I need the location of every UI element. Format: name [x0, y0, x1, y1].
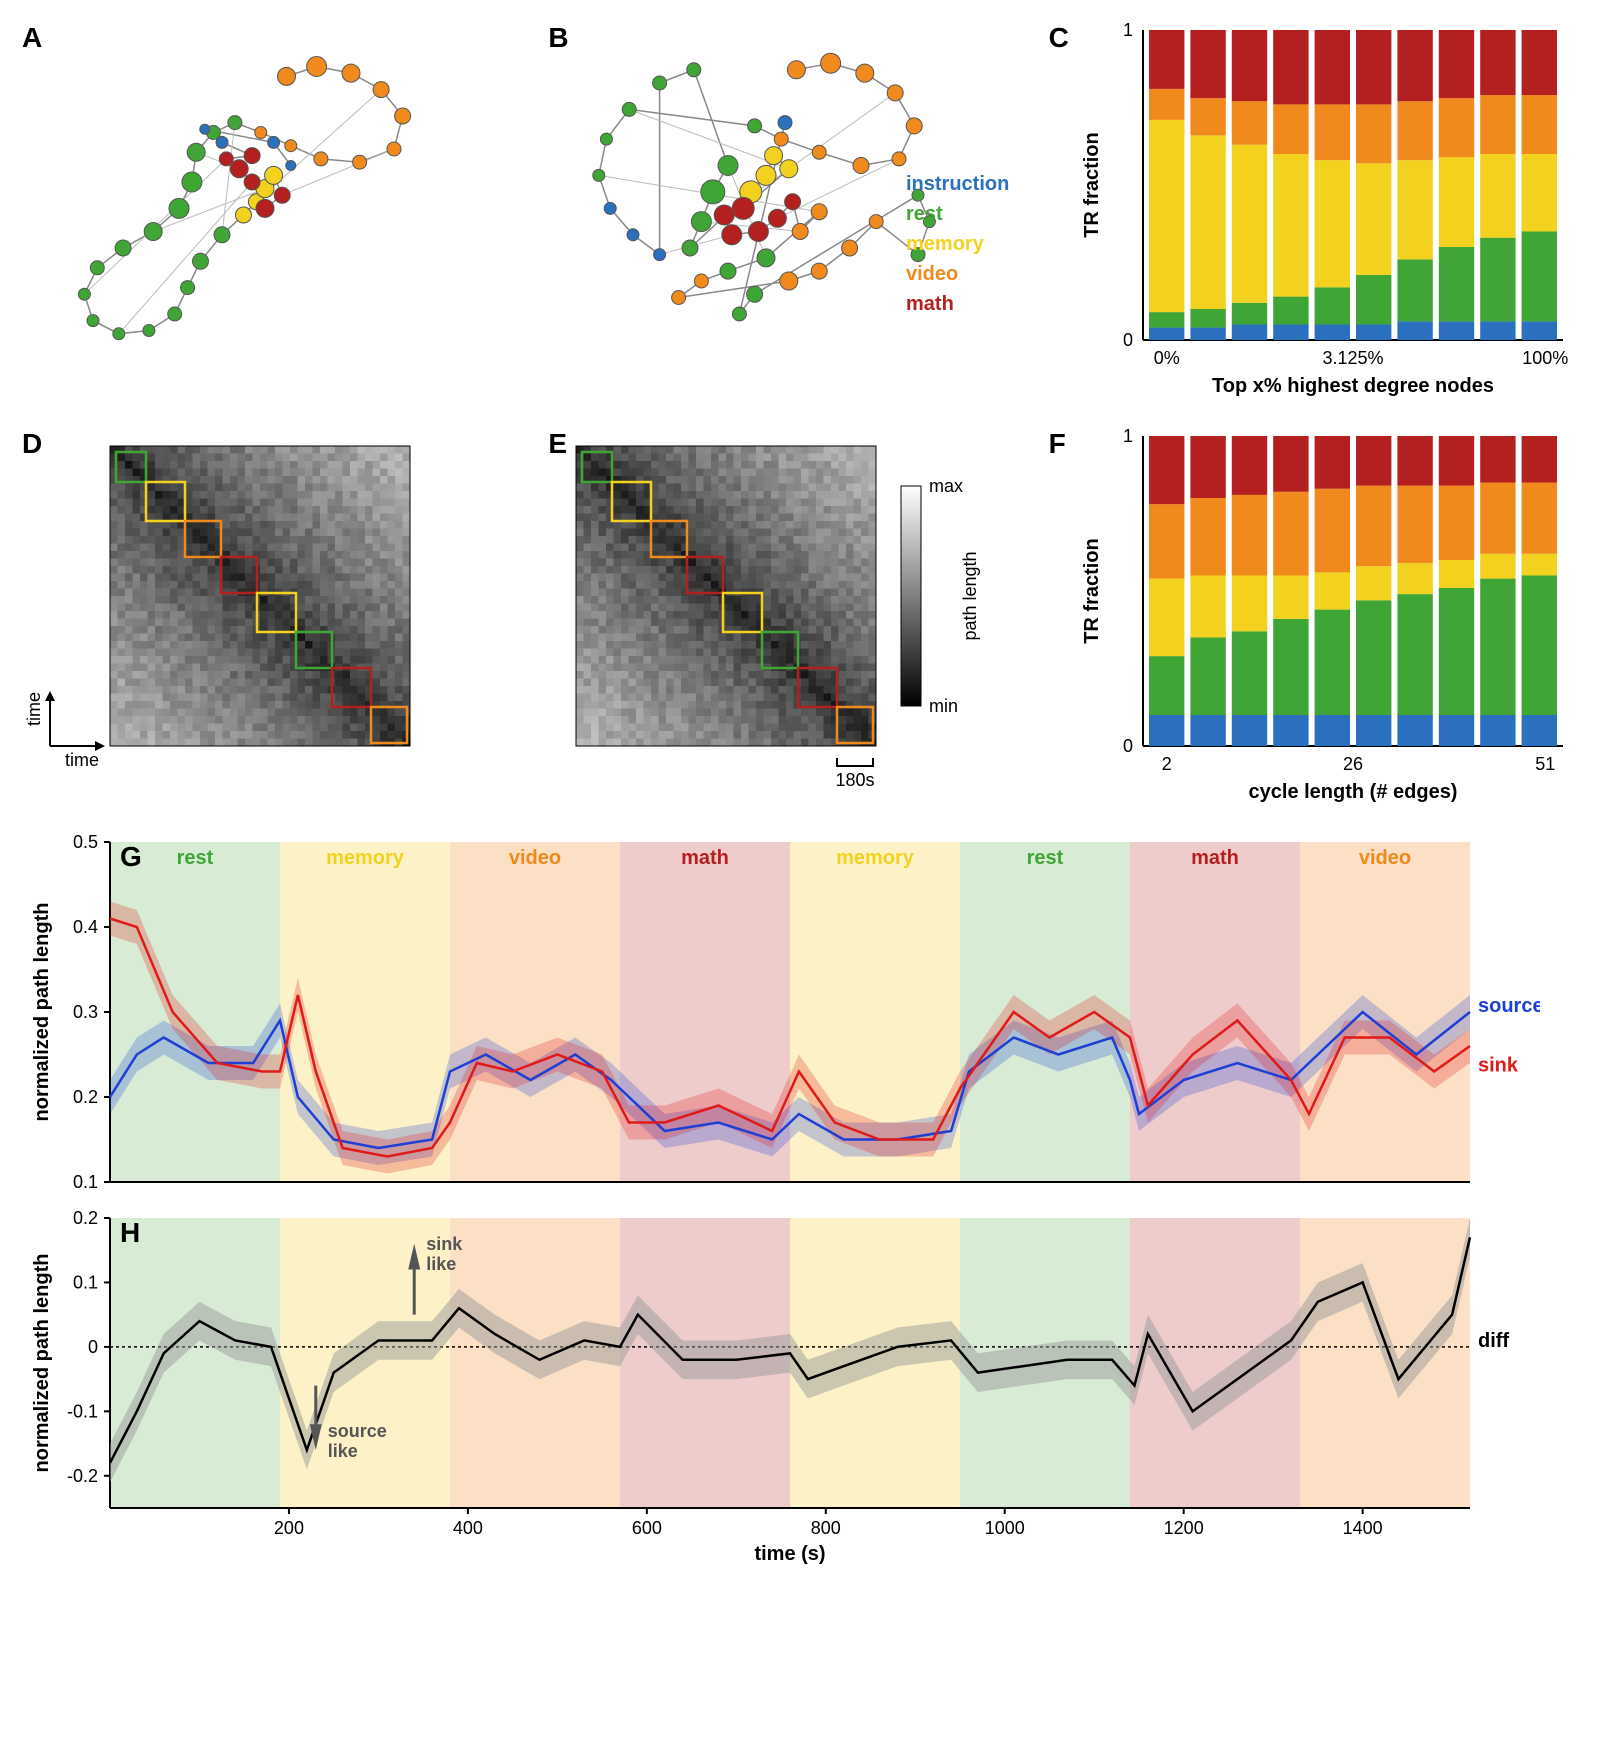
svg-text:memory: memory	[836, 847, 915, 869]
svg-text:normalized path length: normalized path length	[31, 1254, 53, 1473]
svg-text:0.1: 0.1	[73, 1172, 98, 1192]
svg-text:800: 800	[811, 1518, 841, 1538]
svg-text:rest: rest	[1027, 847, 1064, 869]
svg-text:sink: sink	[426, 1234, 463, 1254]
panel-b: B instruction rest memory video math	[546, 20, 1056, 410]
panel-e: E max min path length 180s	[546, 426, 1056, 816]
svg-text:3.125%: 3.125%	[1322, 348, 1383, 368]
svg-text:like: like	[426, 1254, 456, 1274]
timeseries-g: 0.1 0.2 0.3 0.4 0.5 normalized path length Gre…	[20, 832, 1540, 1192]
figure-grid: A B instruction rest memory video math C 0 1 T…	[20, 20, 1583, 1568]
svg-text:cycle length (# edges): cycle length (# edges)	[1248, 781, 1457, 803]
svg-text:max: max	[929, 476, 963, 496]
svg-text:-0.1: -0.1	[67, 1401, 98, 1421]
panel-e-label: E	[548, 428, 567, 460]
svg-text:path length: path length	[960, 551, 980, 640]
svg-text:memory: memory	[906, 233, 985, 255]
network-a	[20, 20, 510, 410]
svg-text:TR fraction: TR fraction	[1081, 132, 1103, 238]
panel-b-label: B	[548, 22, 568, 54]
svg-text:0.2: 0.2	[73, 1087, 98, 1107]
svg-text:math: math	[906, 293, 954, 315]
svg-text:0.3: 0.3	[73, 1002, 98, 1022]
svg-text:1: 1	[1123, 20, 1133, 40]
svg-text:time: time	[24, 692, 44, 726]
svg-text:memory: memory	[326, 847, 405, 869]
svg-text:0.4: 0.4	[73, 917, 98, 937]
svg-text:0.2: 0.2	[73, 1208, 98, 1228]
svg-text:200: 200	[274, 1518, 304, 1538]
panel-c-label: C	[1049, 22, 1069, 54]
svg-text:instruction: instruction	[906, 173, 1009, 195]
panel-f-label: F	[1049, 428, 1066, 460]
svg-text:51: 51	[1535, 754, 1555, 774]
panel-g: 0.1 0.2 0.3 0.4 0.5 normalized path length Gre…	[20, 832, 1583, 1192]
svg-text:180s: 180s	[836, 770, 875, 790]
svg-text:like: like	[328, 1441, 358, 1461]
svg-text:diff: diff	[1478, 1330, 1509, 1352]
svg-text:1: 1	[1123, 426, 1133, 446]
svg-text:2: 2	[1161, 754, 1171, 774]
svg-text:600: 600	[632, 1518, 662, 1538]
svg-text:1400: 1400	[1343, 1518, 1383, 1538]
panel-d-label: D	[22, 428, 42, 460]
matrix-d: time time	[20, 426, 510, 816]
panel-c: C 01TR fraction0%3.125%100%Top x% highes…	[1073, 20, 1583, 410]
svg-text:1200: 1200	[1164, 1518, 1204, 1538]
panel-a-label: A	[22, 22, 42, 54]
svg-text:source: source	[328, 1421, 387, 1441]
svg-text:rest: rest	[177, 847, 214, 869]
svg-text:normalized path length: normalized path length	[31, 903, 53, 1122]
stacked-bar-c: 0 1 TR fraction 0% 3.125% 100% Top x% highest …	[1073, 20, 1573, 410]
svg-text:min: min	[929, 696, 958, 716]
svg-text:TR fraction: TR fraction	[1081, 538, 1103, 644]
matrix-e: max min path length 180s	[546, 426, 1056, 816]
svg-text:time: time	[65, 750, 99, 770]
svg-text:rest: rest	[906, 203, 943, 225]
svg-text:source: source	[1478, 995, 1540, 1017]
timeseries-h: -0.2 -0.1 0 0.1 0.2 normalized path length H 20…	[20, 1208, 1540, 1568]
svg-text:video: video	[1359, 847, 1411, 869]
svg-text:400: 400	[453, 1518, 483, 1538]
network-b: instruction rest memory video math	[546, 20, 1056, 410]
svg-text:G: G	[120, 841, 142, 872]
svg-text:26: 26	[1343, 754, 1363, 774]
panel-f: F 01TR fraction22651cycle length (# edge…	[1073, 426, 1583, 816]
svg-text:1000: 1000	[985, 1518, 1025, 1538]
svg-text:sink: sink	[1478, 1055, 1519, 1077]
stacked-bar-f: 0 1 TR fraction 2 26 51 cycle length (# edges)	[1073, 426, 1573, 816]
panel-d: D time time	[20, 426, 530, 816]
svg-text:0: 0	[1123, 736, 1133, 756]
svg-text:0: 0	[88, 1337, 98, 1357]
svg-text:math: math	[1191, 847, 1239, 869]
panel-a: A	[20, 20, 530, 410]
svg-text:100%: 100%	[1522, 348, 1568, 368]
svg-text:H: H	[120, 1217, 140, 1248]
svg-text:time (s): time (s)	[754, 1543, 825, 1565]
svg-text:0.1: 0.1	[73, 1272, 98, 1292]
svg-text:-0.2: -0.2	[67, 1466, 98, 1486]
svg-text:0.5: 0.5	[73, 832, 98, 852]
svg-text:video: video	[509, 847, 561, 869]
svg-text:video: video	[906, 263, 958, 285]
panel-h: -0.2 -0.1 0 0.1 0.2 normalized path length H 20…	[20, 1208, 1583, 1568]
svg-text:0: 0	[1123, 330, 1133, 350]
svg-text:Top x% highest degree nodes: Top x% highest degree nodes	[1212, 375, 1494, 397]
svg-text:math: math	[681, 847, 729, 869]
svg-text:0%: 0%	[1153, 348, 1179, 368]
